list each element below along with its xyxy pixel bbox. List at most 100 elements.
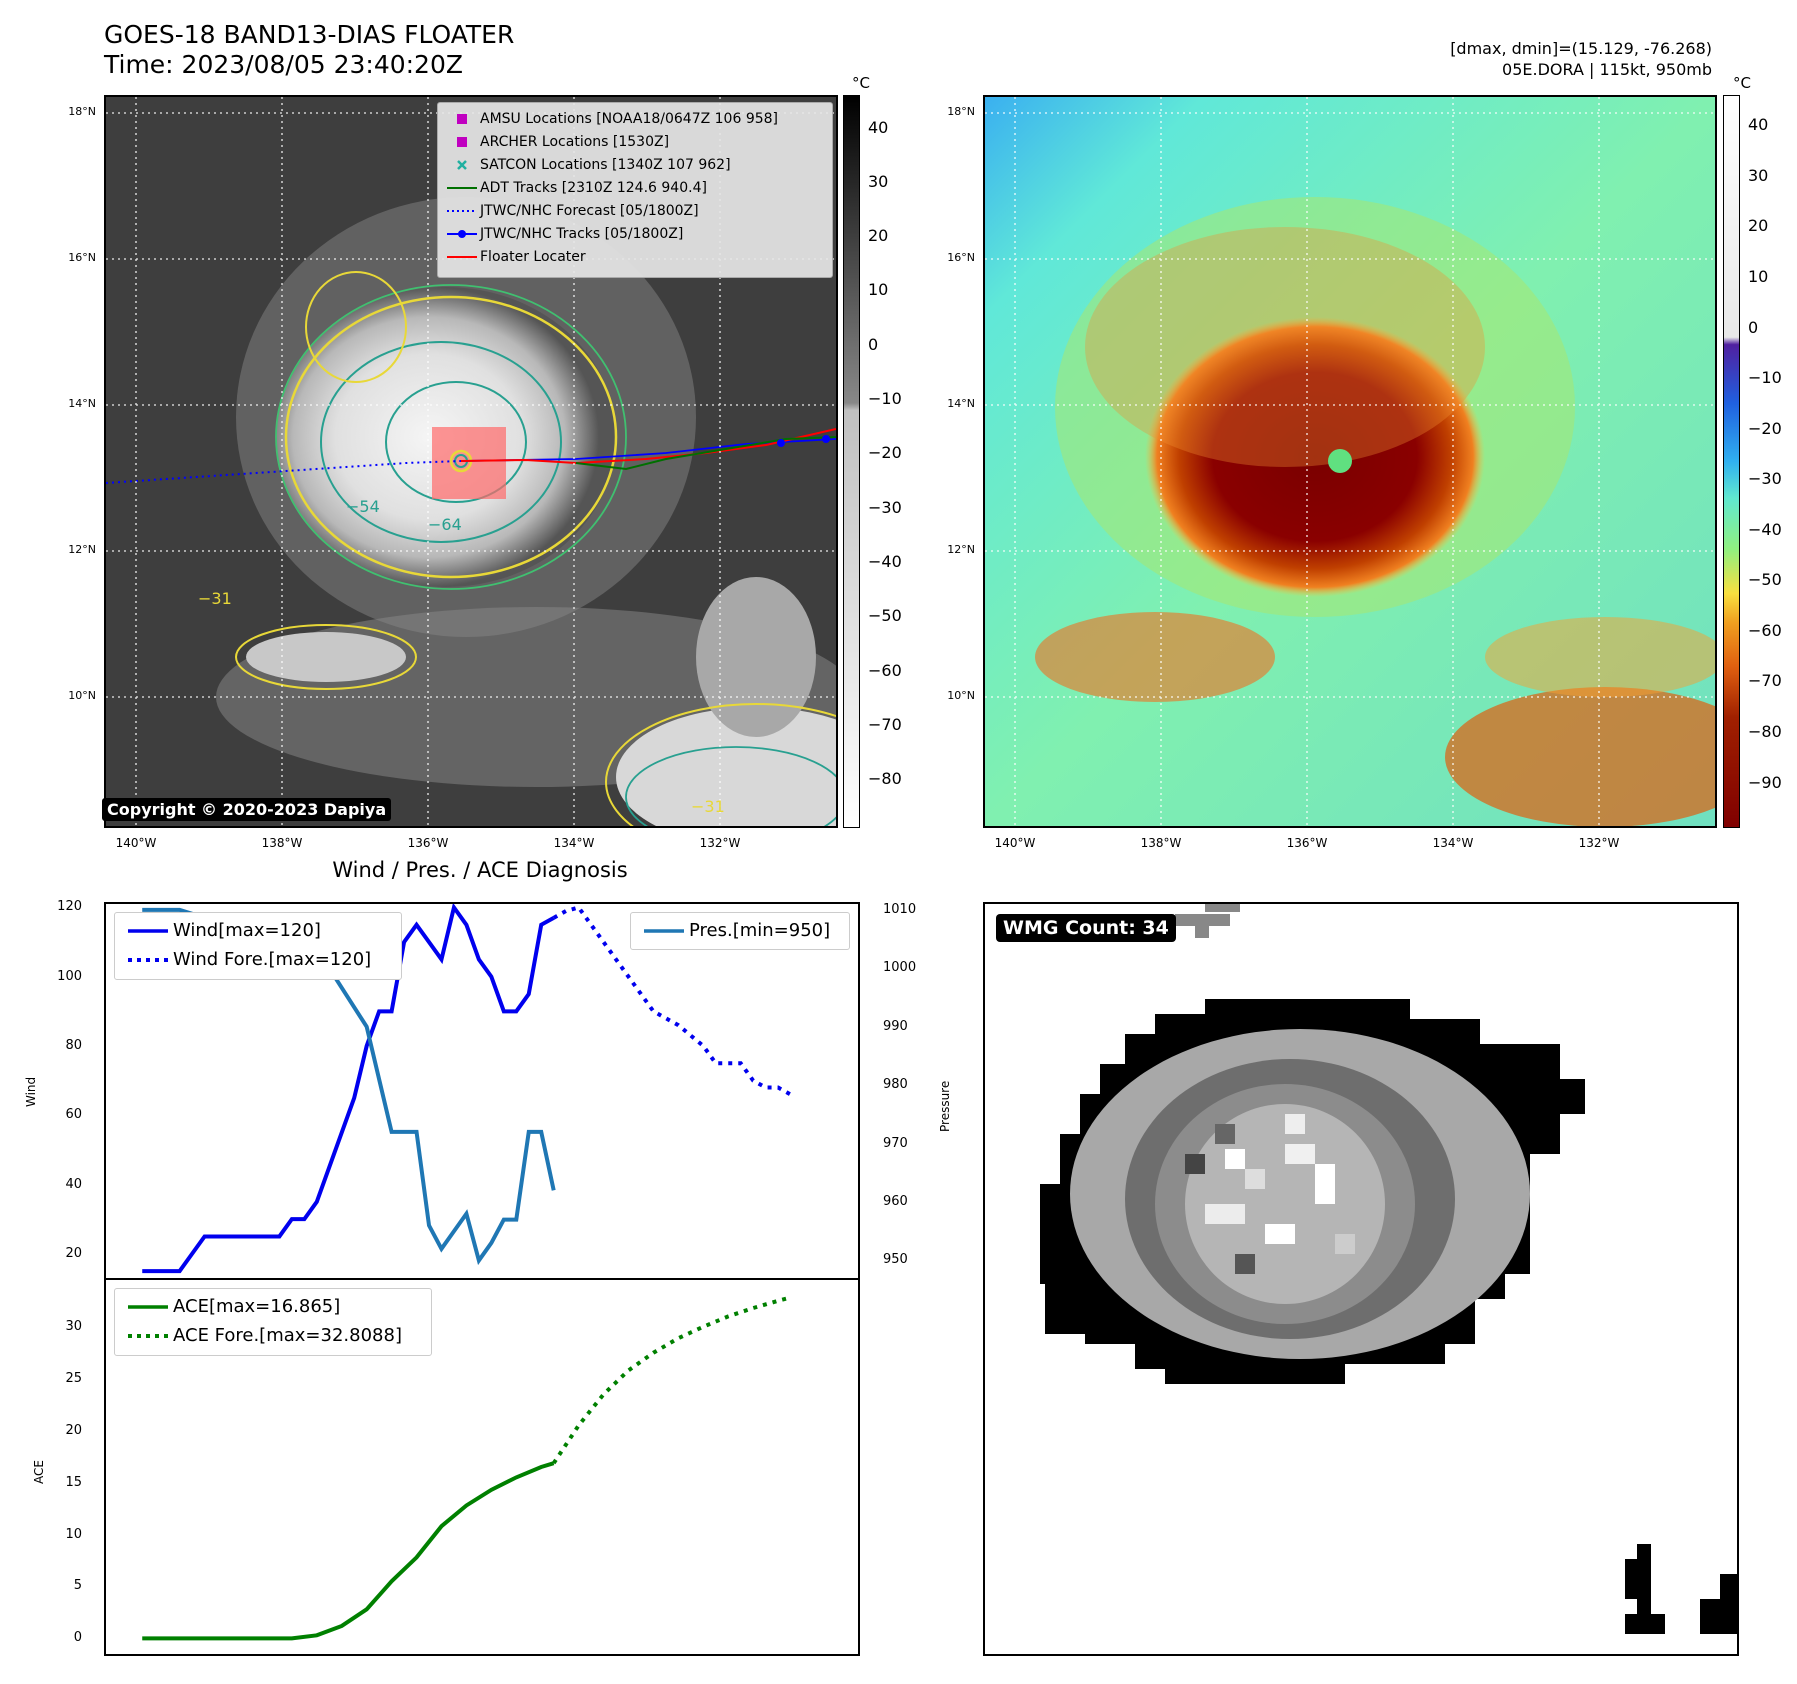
dotted-line-icon [447, 209, 477, 212]
legend-item: AMSU Locations [NOAA18/0647Z 106 958] [444, 107, 826, 130]
color-colorbar [1723, 95, 1740, 828]
right-tick-label: 970 [883, 1135, 908, 1151]
legend-item: ADT Tracks [2310Z 124.6 940.4] [444, 176, 826, 199]
enhanced-map-image [985, 97, 1715, 826]
contour-label: −64 [428, 515, 462, 534]
colorbar-tick-label: −20 [1748, 418, 1782, 438]
y-tick-label: 15 [65, 1474, 82, 1490]
colorbar-tick-label: −40 [868, 551, 902, 571]
right-tick-label: 960 [883, 1194, 908, 1210]
colorbar-tick-label: 40 [868, 117, 889, 137]
y-tick-label: 0 [73, 1630, 82, 1646]
y-tick-label: 60 [65, 1107, 82, 1123]
colorbar-tick-label: −70 [1748, 671, 1782, 691]
colorbar-tick-label: −40 [1748, 519, 1782, 539]
lat-label: 14°N [947, 397, 975, 410]
colorbar-tick-label: 10 [1748, 266, 1769, 286]
lat-label: 12°N [947, 543, 975, 556]
line-marker-icon [447, 255, 477, 258]
colorbar-tick-label: −10 [868, 389, 902, 409]
colorbar-tick-label: −50 [868, 606, 902, 626]
colorbar-tick-label: 0 [1748, 317, 1759, 337]
legend-item: Pres.[min=950] [639, 916, 841, 945]
colorbar-tick-label: 30 [1748, 165, 1769, 185]
ace-chart: ACE[max=16.865] ACE Fore.[max=32.8088] [104, 1278, 860, 1656]
ace-plot [142, 1295, 792, 1641]
wind-pressure-chart: Wind[max=120] Wind Fore.[max=120] Pres.[… [104, 902, 860, 1280]
dotted-line-icon [128, 957, 168, 962]
y-tick-label: 30 [65, 1318, 82, 1334]
copyright-badge: Copyright © 2020-2023 Dapiya [102, 798, 392, 821]
lat-label: 12°N [68, 543, 96, 556]
lat-label: 16°N [68, 251, 96, 264]
solid-line-icon [128, 1304, 168, 1309]
dmax-dmin-text: [dmax, dmin]=(15.129, -76.268) [1450, 39, 1712, 58]
solid-line-icon [128, 928, 168, 933]
square-marker-icon [457, 113, 467, 124]
wmg-count-badge: WMG Count: 34 [996, 914, 1176, 942]
lon-label: 140°W [994, 836, 1036, 850]
colorbar-tick-label: −60 [1748, 620, 1782, 640]
line-marker-icon [447, 186, 477, 189]
lat-label: 10°N [947, 689, 975, 702]
colorbar-tick-label: −60 [868, 660, 902, 680]
pressure-legend: Pres.[min=950] [630, 912, 850, 950]
colorbar-tick-label: 40 [1748, 115, 1769, 135]
storm-name-text: 05E.DORA | 115kt, 950mb [1502, 60, 1712, 79]
y-tick-label: 120 [57, 899, 82, 915]
colorbar-tick-label: 20 [868, 226, 889, 246]
colorbar-unit: °C [852, 74, 870, 92]
lon-label: 134°W [553, 836, 595, 850]
y-tick-label: 25 [65, 1370, 82, 1386]
lon-label: 138°W [261, 836, 303, 850]
lon-label: 132°W [699, 836, 741, 850]
y-tick-label: 80 [65, 1037, 82, 1053]
colorbar-tick-label: −30 [868, 497, 902, 517]
lon-label: 136°W [1286, 836, 1328, 850]
colorbar-tick-label: −80 [1748, 721, 1782, 741]
contour-label: −31 [691, 797, 725, 816]
y-tick-label: 40 [65, 1176, 82, 1192]
figure-time: Time: 2023/08/05 23:40:20Z [104, 50, 463, 79]
dotted-line-icon [128, 1333, 168, 1338]
series-line [552, 905, 792, 1097]
lat-label: 14°N [68, 397, 96, 410]
lat-label: 18°N [947, 105, 975, 118]
colorbar-tick-label: −80 [868, 769, 902, 789]
colorbar-tick-label: 0 [868, 334, 879, 354]
square-marker-icon [457, 136, 467, 147]
right-tick-label: 990 [883, 1018, 908, 1034]
diagnosis-title: Wind / Pres. / ACE Diagnosis [332, 858, 628, 882]
pressure-axis-label: Pressure [938, 1080, 952, 1132]
y-tick-label: 20 [65, 1422, 82, 1438]
colorbar-unit: °C [1733, 74, 1751, 92]
right-tick-label: 1010 [883, 901, 917, 917]
series-line [552, 1295, 792, 1465]
contour-label: −31 [198, 589, 232, 608]
colorbar-tick-label: −30 [1748, 469, 1782, 489]
legend-item: SATCON Locations [1340Z 107 962] [444, 153, 826, 176]
storm-info: [dmax, dmin]=(15.129, -76.268) 05E.DORA … [1450, 38, 1712, 80]
contour-label: −54 [346, 497, 380, 516]
lon-label: 134°W [1432, 836, 1474, 850]
colorbar-tick-label: 20 [1748, 216, 1769, 236]
colorbar-tick-label: −10 [1748, 368, 1782, 388]
y-tick-label: 5 [73, 1578, 82, 1594]
legend-item: JTWC/NHC Tracks [05/1800Z] [444, 222, 826, 245]
y-tick-label: 10 [65, 1526, 82, 1542]
lat-label: 10°N [68, 689, 96, 702]
x-marker-icon [457, 159, 467, 170]
figure-title: GOES-18 BAND13-DIAS FLOATER [104, 20, 515, 49]
lon-label: 132°W [1578, 836, 1620, 850]
wmg-image [985, 904, 1737, 1654]
right-tick-label: 950 [883, 1252, 908, 1268]
wind-legend: Wind[max=120] Wind Fore.[max=120] [114, 912, 402, 980]
right-tick-label: 980 [883, 1077, 908, 1093]
lon-label: 136°W [407, 836, 449, 850]
series-line [142, 904, 555, 1274]
map-legend: AMSU Locations [NOAA18/0647Z 106 958] AR… [437, 102, 833, 278]
colorbar-tick-label: −90 [1748, 772, 1782, 792]
wind-axis-label: Wind [24, 1076, 38, 1107]
gray-colorbar [843, 95, 860, 828]
legend-item: Floater Locater [444, 245, 826, 268]
